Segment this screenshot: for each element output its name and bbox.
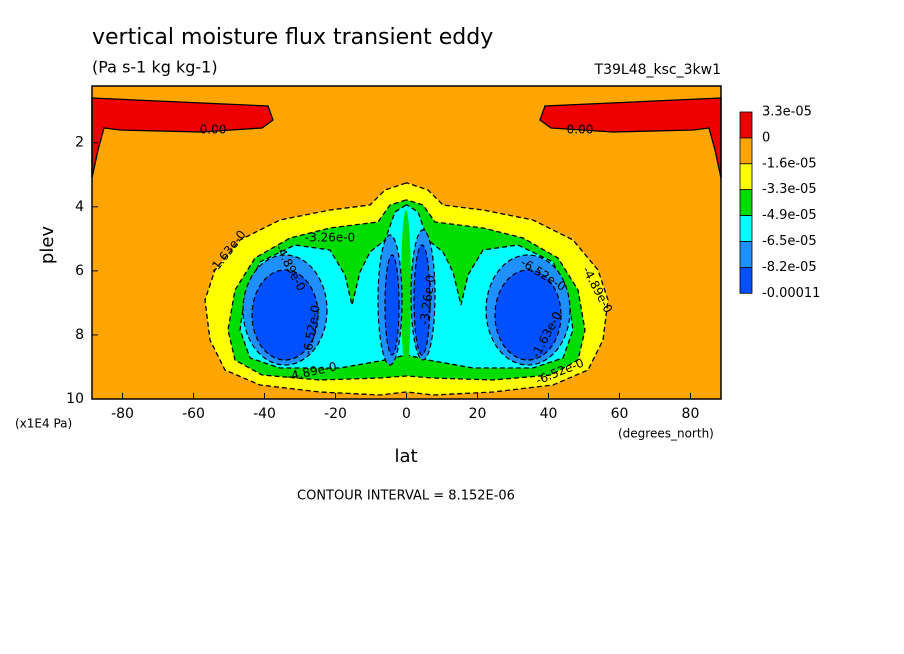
colorbar-label: 3.3e-05 (762, 105, 812, 120)
x-tick-label: -60 (182, 406, 205, 422)
colorbar-label: 0 (762, 130, 770, 145)
y-tick-label: 6 (75, 263, 84, 279)
y-tick-label: 8 (75, 327, 84, 343)
colorbar-label: -0.00011 (762, 286, 820, 301)
contour-label: -3.26e-0 (417, 274, 438, 326)
x-tick-label: 0 (402, 406, 411, 422)
colorbar-box (739, 163, 753, 191)
x-axis-label: lat (394, 446, 417, 467)
y-tick-label: 4 (75, 199, 84, 215)
positive-region (91, 97, 274, 179)
colorbar-label: -4.9e-05 (762, 208, 817, 223)
x-tick-label: -20 (324, 406, 347, 422)
y-tick-label: 2 (75, 135, 84, 151)
colorbar-box (739, 215, 753, 242)
chart-subtitle: (Pa s-1 kg kg-1) (92, 58, 218, 77)
x-tick-label: 20 (469, 406, 487, 422)
y-axis-label: plev (37, 226, 58, 265)
x-units: (degrees_north) (618, 427, 714, 441)
contour-label: 0.00 (567, 123, 594, 137)
chart-title: vertical moisture flux transient eddy (92, 25, 493, 50)
y-units: (x1E4 Pa) (15, 417, 72, 431)
y-tick-label: 10 (66, 391, 84, 407)
colorbar-box (739, 189, 753, 216)
contour-region (494, 269, 562, 361)
colorbar-box (739, 266, 753, 294)
colorbar-box (739, 111, 753, 139)
x-tick-label: 80 (682, 406, 700, 422)
contour-region (251, 269, 319, 361)
footer-note: CONTOUR INTERVAL = 8.152E-06 (297, 489, 515, 504)
contour-region (384, 254, 400, 356)
colorbar-label: -3.3e-05 (762, 182, 817, 197)
x-tick-label: 60 (611, 406, 629, 422)
x-tick-label: -80 (111, 406, 134, 422)
contour-region (401, 210, 411, 370)
x-tick-label: 40 (540, 406, 558, 422)
colorbar-label: -8.2e-05 (762, 260, 817, 275)
colorbar-label: -6.5e-05 (762, 234, 817, 249)
dataset-label: T39L48_ksc_3kw1 (594, 62, 721, 78)
colorbar-label: -1.6e-05 (762, 156, 817, 171)
contour-region (413, 244, 431, 356)
contour-label: 0.00 (200, 123, 227, 137)
positive-region (539, 97, 722, 179)
x-tick-label: -40 (253, 406, 276, 422)
colorbar-box (739, 137, 753, 165)
colorbar-box (739, 241, 753, 268)
contour-label: -3.26e-0 (305, 231, 355, 245)
